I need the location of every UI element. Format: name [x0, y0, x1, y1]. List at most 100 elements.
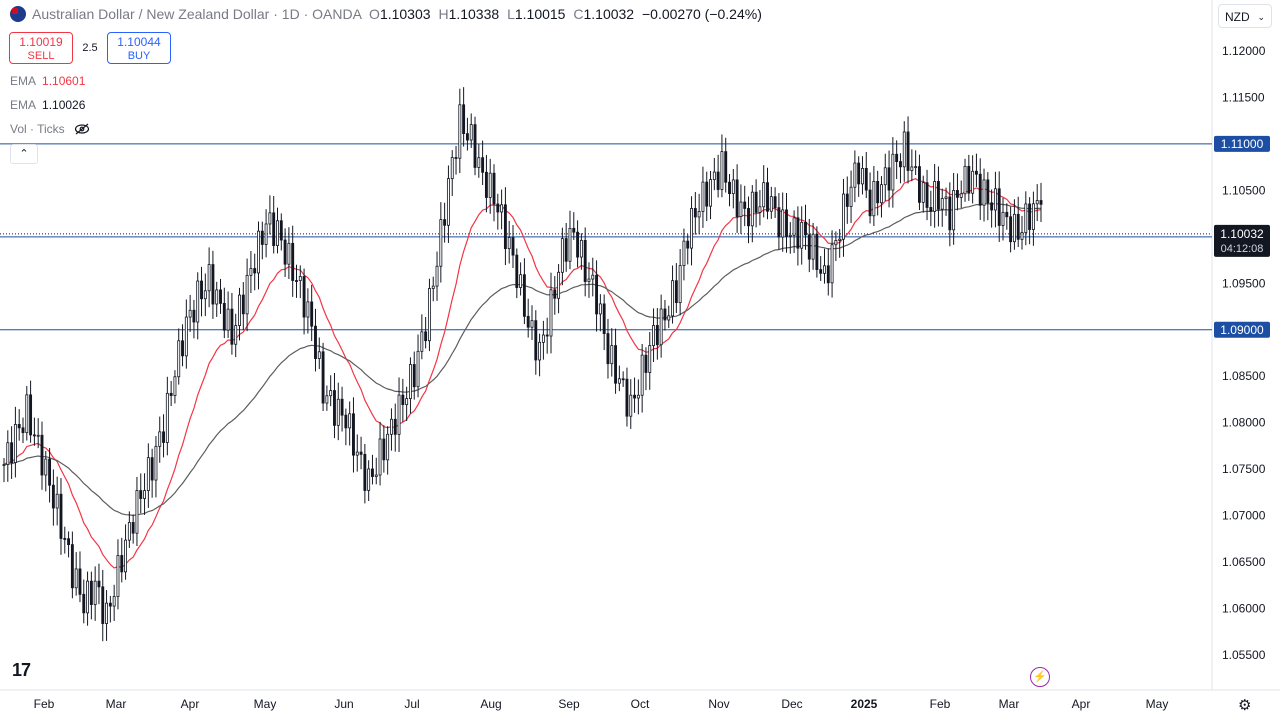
- candle-body: [754, 191, 758, 213]
- candle-body: [880, 184, 883, 204]
- candle-body: [811, 233, 815, 260]
- tradingview-logo-icon[interactable]: 17: [12, 660, 31, 680]
- candle-body: [298, 276, 302, 281]
- candle-body: [902, 131, 906, 168]
- candle-body: [918, 166, 921, 203]
- candle-body: [735, 179, 739, 218]
- candle-body: [982, 179, 986, 206]
- price-tick-label: 1.12000: [1222, 44, 1266, 58]
- low-value: 1.10015: [514, 6, 566, 22]
- candle-body: [712, 171, 716, 180]
- eye-off-icon[interactable]: [74, 123, 90, 135]
- candle-body: [747, 208, 750, 227]
- candle-body: [276, 220, 279, 246]
- time-tick-label: Feb: [34, 697, 55, 711]
- candle-body: [522, 274, 526, 317]
- candle-body: [310, 301, 314, 327]
- candle-body: [895, 153, 899, 162]
- candle-body: [6, 442, 10, 465]
- candle-body: [526, 315, 530, 328]
- candle-body: [857, 162, 861, 185]
- candle-body: [408, 364, 412, 399]
- time-tick-label: Dec: [781, 697, 802, 711]
- candle-body: [728, 181, 731, 195]
- close-label: C: [573, 6, 584, 22]
- lightning-icon[interactable]: ⚡: [1030, 667, 1050, 687]
- candle-body: [260, 230, 264, 245]
- candle-body: [268, 212, 272, 225]
- candle-body: [249, 268, 253, 276]
- candle-body: [705, 181, 709, 207]
- candle-body: [750, 191, 754, 227]
- candle-body: [112, 596, 116, 607]
- candle-body: [127, 522, 131, 541]
- volume-indicator[interactable]: Vol · Ticks: [10, 122, 90, 136]
- time-tick-label: Apr: [181, 697, 200, 711]
- ema-slow-line: [3, 202, 1042, 517]
- candle-body: [762, 182, 766, 208]
- candle-body: [484, 171, 488, 198]
- candle-body: [576, 231, 580, 258]
- candle-body: [59, 493, 63, 539]
- buy-button[interactable]: 1.10044 BUY: [107, 32, 171, 64]
- close-value: 1.10032: [583, 6, 635, 22]
- time-tick-label: Mar: [106, 697, 127, 711]
- candle-body: [1024, 203, 1028, 233]
- price-tick-label: 1.07500: [1222, 462, 1266, 476]
- ema-fast-line: [3, 178, 1042, 569]
- candle-body: [610, 345, 614, 365]
- candle-body: [1039, 200, 1043, 205]
- candle-body: [93, 580, 97, 605]
- candle-body: [952, 190, 956, 231]
- time-tick-label: Sep: [558, 697, 580, 711]
- candle-body: [13, 424, 17, 463]
- candle-body: [887, 167, 891, 191]
- candle-body: [154, 445, 158, 481]
- gear-icon[interactable]: ⚙: [1238, 697, 1252, 714]
- low-label: L: [507, 6, 515, 22]
- high-label: H: [438, 6, 449, 22]
- collapse-legend-button[interactable]: ⌃: [10, 144, 38, 164]
- time-tick-label: Apr: [1072, 697, 1091, 711]
- ema-lines: [3, 178, 1042, 569]
- candle-body: [207, 264, 211, 292]
- currency-selector[interactable]: NZD ⌄: [1218, 4, 1272, 28]
- candle-body: [1035, 200, 1039, 205]
- candle-body: [291, 242, 295, 281]
- candle-body: [314, 325, 317, 359]
- candle-body: [317, 351, 321, 359]
- candle-body: [2, 464, 6, 466]
- time-tick-label: Jun: [334, 697, 353, 711]
- interval[interactable]: 1D: [281, 6, 300, 22]
- ema-indicator-1[interactable]: EMA 1.10601: [10, 74, 85, 88]
- candle-body: [834, 240, 838, 246]
- candle-body: [29, 394, 33, 436]
- candle-body: [621, 378, 625, 381]
- sell-button[interactable]: 1.10019 SELL: [9, 32, 73, 64]
- candle-body: [203, 290, 207, 300]
- symbol-name[interactable]: Australian Dollar / New Zealand Dollar: [32, 6, 270, 22]
- ema-2-value: 1.10026: [42, 98, 86, 112]
- candle-body: [325, 395, 329, 404]
- candle-body: [515, 254, 519, 288]
- candle-body: [921, 182, 925, 203]
- chevron-up-icon: ⌃: [19, 148, 29, 160]
- candle-body: [86, 580, 90, 614]
- candle-body: [74, 568, 78, 589]
- candle-body: [454, 157, 458, 159]
- candle-body: [519, 274, 523, 288]
- candle-body: [667, 315, 671, 321]
- ema-1-value: 1.10601: [42, 74, 86, 88]
- candle-body: [469, 124, 473, 141]
- ema-indicator-2[interactable]: EMA 1.10026: [10, 98, 85, 112]
- candle-body: [382, 438, 386, 461]
- candle-body: [48, 458, 52, 486]
- candle-body: [906, 131, 910, 171]
- candle-body: [652, 325, 655, 346]
- price-tick-label: 1.05500: [1222, 648, 1266, 662]
- candle-body: [568, 227, 572, 262]
- time-tick-label: Oct: [631, 697, 650, 711]
- candle-body: [853, 162, 857, 188]
- candle-body: [769, 196, 773, 212]
